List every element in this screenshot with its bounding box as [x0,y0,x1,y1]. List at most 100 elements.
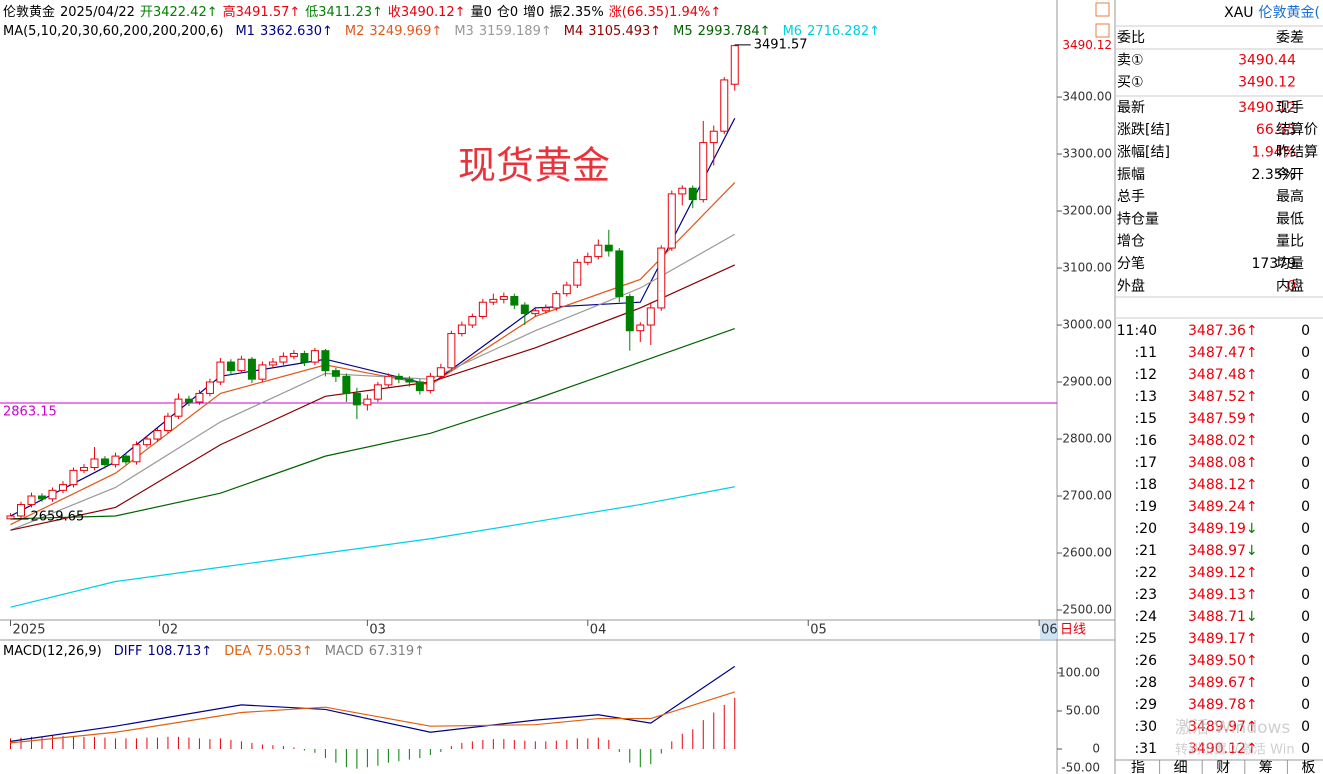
tick-time: :11 [1134,345,1157,361]
tick-volume: 0 [1301,367,1310,383]
tick-time: :26 [1134,653,1157,669]
tick-price: 3490.12↑ [1188,741,1258,757]
y-tick-label: 3400.00 [1062,90,1112,104]
tick-price: 3489.97↑ [1188,719,1258,735]
candle-body [321,350,330,372]
price: 3488.12 [1188,477,1246,493]
candle-body [121,455,130,463]
candle-body [394,375,403,380]
candle-body [541,307,550,312]
tab[interactable]: 筹 [1259,759,1273,774]
reference-label: 2863.15 [3,405,57,420]
row-label: 分笔 [1117,256,1145,272]
price: 3489.67 [1188,675,1246,691]
watermark: 转到设置以激活 Win [1175,743,1295,758]
y-tick-label: 2900.00 [1062,375,1112,389]
candle-body [373,384,382,400]
candle-body [478,301,487,317]
price: 3489.12 [1188,565,1246,581]
tick-volume: 0 [1301,433,1310,449]
row-value: 17379 [1251,256,1296,272]
candle-body [153,429,162,440]
window-icon[interactable] [1095,23,1110,38]
direction: ↑ [1246,367,1258,383]
legend-name: MACD [325,644,364,659]
tick-volume: 0 [1301,521,1310,537]
candle-body [709,130,718,144]
candle-body [111,455,120,466]
legend-value: 3105.493↑ [588,24,661,39]
tick-volume: 0 [1301,345,1310,361]
legend-value: 2993.784↑ [698,24,771,39]
candle-body [342,375,351,394]
price: 3489.50 [1188,653,1246,669]
x-tick-label: 02 [162,623,179,638]
tick-time: :28 [1134,675,1157,691]
high-label: 3491.57 [754,37,808,52]
direction: ↑ [1246,389,1258,405]
price: 3487.59 [1188,411,1246,427]
tab[interactable]: 板 [1301,760,1315,774]
x-tick-label: 03 [369,623,386,638]
row-right-label: 现手 [1276,100,1304,116]
legend-name: DIFF [114,644,143,659]
tick-volume: 0 [1301,719,1310,735]
row-label: 卖① [1117,52,1144,68]
price: 3487.48 [1188,367,1246,383]
macd-legend: MACD(12,26,9) DIFF 108.713↑ DEA 75.053↑ MACD 6… [3,644,425,659]
candle-body [90,458,99,469]
candle-body [310,350,319,363]
candle-body [258,364,267,380]
candle-body [174,398,183,417]
row-label: 委比 [1117,30,1145,46]
tick-price: 3488.97↓ [1188,543,1258,559]
candle-body [163,415,172,431]
row-right-label: 均量 [1276,256,1304,272]
tick-price: 3487.52↑ [1188,389,1258,405]
y-tick-label: 3100.00 [1062,261,1112,275]
tick-volume: 0 [1301,565,1310,581]
quote-header: 伦敦黄金 2025/04/22 开3422.42↑ 高3491.57↑ 低3411.23… [3,4,721,20]
tick-price: 3487.47↑ [1188,345,1258,361]
price: 3489.17 [1188,631,1246,647]
row-label: 增仓 [1117,234,1145,250]
legend-value: 75.053↑ [256,644,312,659]
tab[interactable]: 细 [1174,760,1188,774]
direction: ↑ [1246,323,1258,339]
row-label: 总手 [1117,189,1145,205]
price: 3487.52 [1188,389,1246,405]
tick-time: :23 [1134,587,1157,603]
watermark: 激活 Windows [1175,718,1290,738]
ma-line [10,486,735,608]
row-right-label: 最低 [1276,211,1304,227]
tab[interactable]: 指 [1131,760,1145,774]
window-icon[interactable] [1095,2,1110,17]
symbol-code: XAU [1224,5,1253,21]
header-item: 仓0 [497,5,518,20]
row-label: 最新 [1117,100,1145,116]
tick-volume: 0 [1301,323,1310,339]
legend-name: M6 [783,24,803,39]
y-tick-label: 3200.00 [1062,204,1112,218]
tick-time: :20 [1134,521,1157,537]
candle-body [426,375,435,392]
tick-volume: 0 [1301,697,1310,713]
legend-value: 3159.189↑ [479,24,552,39]
tick-time: :30 [1134,719,1157,735]
candle-body [625,296,634,332]
tick-time: :12 [1134,367,1157,383]
tick-time: :18 [1134,477,1157,493]
x-tick-label: 05 [810,623,827,638]
tick-time: :24 [1134,609,1157,625]
row-right-label: 内盘 [1276,277,1304,294]
tab[interactable]: 财 [1216,760,1230,774]
last-price-label: 3490.12 [1062,38,1112,52]
legend-value: 3362.630↑ [260,24,333,39]
candle-body [27,495,36,506]
candle-body [184,398,193,403]
candle-body [499,296,508,300]
tick-volume: 0 [1301,653,1310,669]
candle-body [667,193,676,249]
